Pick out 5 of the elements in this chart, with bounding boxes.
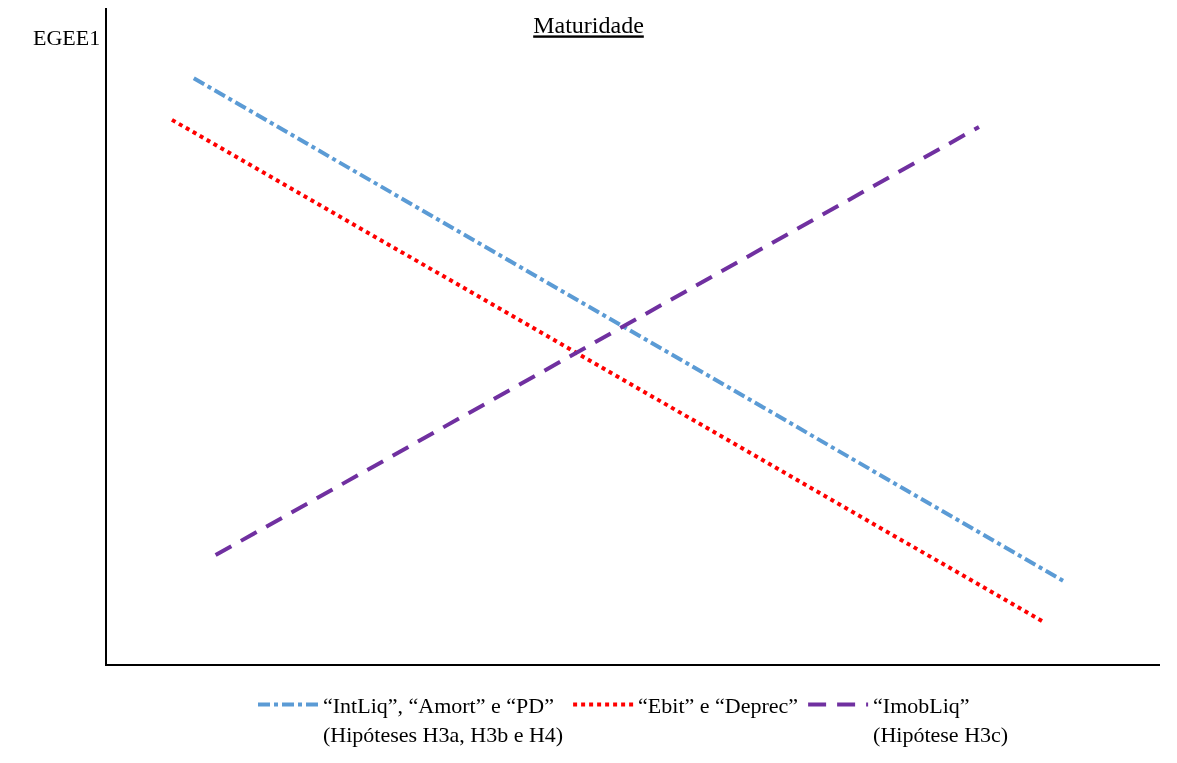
legend-label: “ImobLiq” (Hipótese H3c) <box>873 693 1009 747</box>
chart-title: Maturidade <box>533 12 644 39</box>
y-axis-title: EGEE1 <box>33 25 101 50</box>
legend-label: “Ebit” e “Deprec” <box>638 693 799 719</box>
legend-label: “IntLiq”, “Amort” e “PD” (Hipóteses H3a, H3b e H4) <box>323 693 564 747</box>
